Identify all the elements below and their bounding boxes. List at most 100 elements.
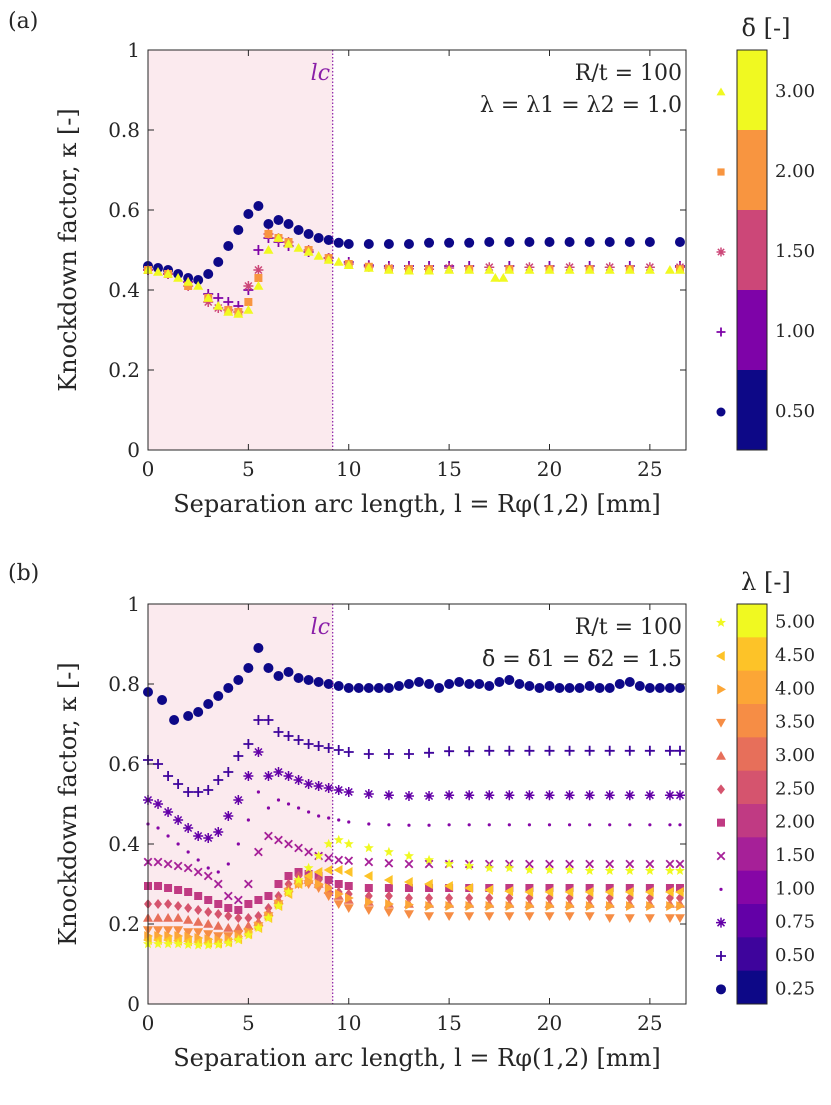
colorbar-label: 4.50 (775, 645, 815, 666)
data-point (153, 857, 163, 867)
data-point (608, 823, 612, 827)
data-point (253, 922, 264, 933)
colorbar-label: 0.50 (775, 945, 815, 966)
data-point (343, 239, 354, 249)
data-point (173, 815, 184, 825)
x-tick-label: 0 (142, 1011, 155, 1035)
data-point (664, 790, 675, 801)
data-point (243, 929, 254, 940)
data-point (226, 862, 230, 866)
data-point (243, 663, 254, 673)
data-point (383, 846, 394, 857)
data-point (665, 884, 674, 892)
data-point (286, 802, 291, 806)
series-1.50 (143, 831, 685, 905)
data-point (504, 790, 515, 801)
data-point (163, 913, 174, 922)
data-point (243, 305, 254, 314)
colorbar-label: 2.00 (775, 161, 815, 182)
data-point (276, 798, 281, 802)
colorbar-marker (716, 407, 726, 417)
colorbar-label: 5.00 (775, 612, 815, 633)
data-point (604, 865, 615, 876)
data-point (303, 871, 313, 881)
data-point (467, 823, 471, 827)
data-point (445, 901, 455, 911)
data-point (626, 901, 635, 911)
data-point (304, 877, 314, 887)
data-point (303, 675, 314, 685)
colorbar-frame (736, 49, 768, 451)
data-point (183, 277, 194, 286)
data-point (498, 273, 509, 282)
data-point (465, 893, 474, 903)
x-tick-label: 20 (537, 1011, 562, 1035)
colorbar-marker (716, 851, 726, 861)
data-point (384, 884, 393, 892)
data-point (564, 887, 574, 897)
data-point (317, 814, 321, 818)
data-point (454, 677, 465, 687)
data-point (323, 255, 334, 264)
data-point (624, 265, 635, 274)
data-point (464, 265, 475, 274)
data-point (605, 884, 614, 892)
data-point (674, 745, 685, 756)
y-tick-label: 0.2 (108, 358, 140, 382)
data-point (343, 747, 354, 757)
data-point (675, 859, 685, 869)
data-point (213, 257, 224, 267)
data-point (383, 749, 394, 759)
data-point (604, 887, 614, 897)
annotation-radius-thickness: R/t = 100 (575, 61, 682, 86)
x-tick-label: 25 (637, 1011, 662, 1035)
data-point (223, 683, 234, 693)
data-point (213, 827, 224, 837)
colorbar-segment (737, 704, 767, 738)
data-point (243, 771, 254, 781)
data-point (334, 880, 343, 888)
data-point (313, 781, 324, 791)
data-point (214, 909, 223, 919)
data-point (194, 905, 203, 915)
data-point (664, 887, 674, 897)
data-point (674, 237, 685, 247)
data-point (283, 771, 294, 781)
colorbar-segment (737, 210, 767, 291)
data-point (544, 912, 555, 921)
data-point (564, 265, 575, 274)
x-tick-label: 20 (537, 457, 562, 481)
data-point (464, 912, 475, 921)
data-point (163, 771, 174, 781)
x-axis-label-a: Separation arc length, l = Rφ(1,2) [mm] (173, 490, 661, 518)
data-point (273, 671, 284, 681)
data-point (293, 874, 304, 885)
colorbar-segment (737, 970, 767, 1005)
data-point (243, 879, 253, 889)
data-point (163, 269, 174, 278)
colorbar-label: 0.50 (775, 401, 815, 422)
data-point (445, 893, 454, 903)
data-point (504, 265, 515, 274)
data-point (294, 843, 303, 853)
data-point (644, 865, 655, 876)
data-point (183, 915, 194, 924)
data-point (153, 926, 164, 935)
data-point (303, 862, 314, 873)
colorbar-frame (736, 603, 768, 1005)
colorbar-marker (716, 951, 726, 961)
colorbar-segment (737, 604, 767, 638)
axis-ticks-a: 0 5 10 15 20 25 0 0.2 0.4 0.6 0.8 1 (108, 38, 686, 481)
data-point (174, 931, 184, 941)
data-point (524, 681, 535, 691)
data-point (403, 679, 414, 689)
data-point (505, 893, 514, 903)
data-point (184, 903, 193, 913)
data-point (444, 679, 455, 689)
colorbar-label: 1.50 (775, 241, 815, 262)
data-point (223, 767, 234, 777)
data-point (674, 887, 684, 897)
data-point (393, 681, 404, 691)
data-point (644, 914, 655, 923)
data-point (634, 681, 645, 691)
